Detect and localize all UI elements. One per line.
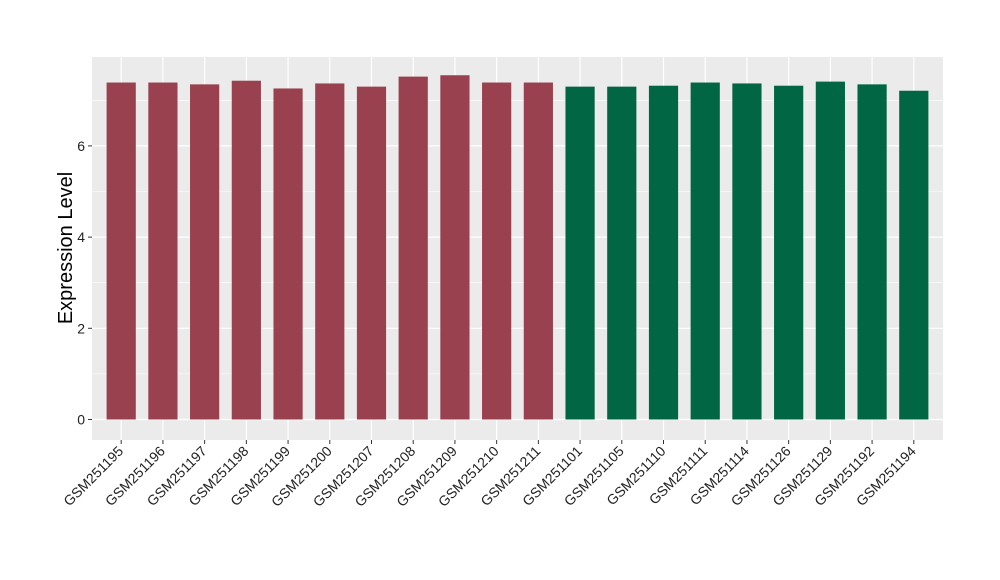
bar-gsm251208 xyxy=(398,76,428,420)
bar-gsm251210 xyxy=(482,82,512,420)
bar-gsm251195 xyxy=(106,82,136,420)
bar-gsm251200 xyxy=(315,83,345,420)
bar-gsm251194 xyxy=(899,90,929,420)
y-axis: 0 2 4 6 xyxy=(77,138,92,427)
bar-gsm251196 xyxy=(148,82,178,420)
y-tick-label: 0 xyxy=(77,411,85,427)
y-tick-label: 2 xyxy=(77,320,85,336)
plot-panel xyxy=(92,57,943,440)
bar-gsm251197 xyxy=(190,84,220,420)
bar-gsm251211 xyxy=(523,82,553,420)
bar-gsm251114 xyxy=(732,83,762,420)
bar-gsm251209 xyxy=(440,75,470,420)
bar-gsm251199 xyxy=(273,88,303,420)
bar-gsm251111 xyxy=(690,82,720,420)
y-axis-title: Expression Level xyxy=(55,172,77,324)
bar-gsm251129 xyxy=(815,81,845,420)
bar-gsm251126 xyxy=(774,85,804,420)
y-tick-label: 4 xyxy=(77,229,85,245)
bars xyxy=(106,75,929,420)
bar-gsm251110 xyxy=(648,85,679,420)
x-axis: GSM251195GSM251196GSM251197GSM251198GSM2… xyxy=(60,440,919,510)
bar-gsm251192 xyxy=(857,84,887,420)
y-tick-label: 6 xyxy=(77,138,85,154)
bar-gsm251105 xyxy=(607,86,637,420)
bar-gsm251101 xyxy=(565,86,595,420)
bar-gsm251207 xyxy=(356,86,387,420)
bar-gsm251198 xyxy=(231,80,261,420)
